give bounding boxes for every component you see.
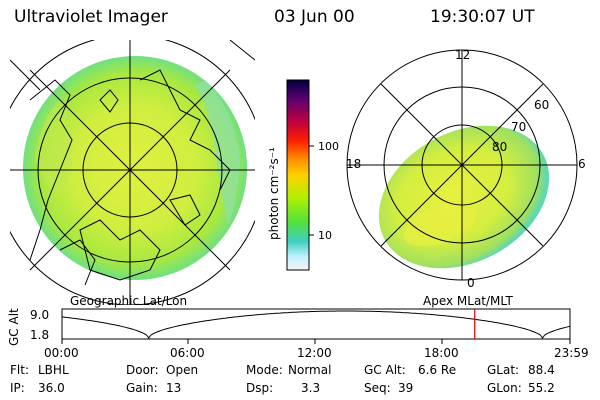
right-panel-caption: Apex MLat/MLT [423,294,513,308]
mlat-label-70: 70 [511,120,527,134]
mlt-label-12: 12 [455,48,471,62]
aurora-image-left [23,56,247,280]
gain-value: 13 [166,381,182,395]
door-key: Door: [126,363,159,377]
mlat-label-60: 60 [534,98,550,112]
mlt-label-6: 6 [578,157,586,171]
altitude-curve [61,310,571,339]
left-panel-caption: Geographic Lat/Lon [70,294,188,308]
altitude-plot [61,308,571,344]
instrument-title: Ultraviolet Imager [14,7,168,27]
geographic-map [10,40,255,305]
mlt-label-18: 18 [346,157,362,171]
date-label: 03 Jun 00 [274,7,355,27]
mlat-mlt-polar [346,49,578,281]
flt-key: Flt: [10,363,29,377]
colorbar-unit-label: photon cm⁻²s⁻¹ [267,147,281,240]
colorbar [286,79,310,271]
dsp-value: 3.3 [301,381,321,395]
glat-key: GLat: [487,363,520,377]
xtick-2359: 23:59 [554,346,589,360]
xtick-1200: 12:00 [297,346,332,360]
ip-key: IP: [10,381,25,395]
mode-value: Normal [288,363,332,377]
door-value: Open [166,363,199,377]
mlt-label-0: 0 [467,276,475,290]
altitude-plot-frame [61,308,571,340]
mode-key: Mode: [246,363,283,377]
altitude-ymin: 1.8 [30,328,50,342]
flt-value: LBHL [38,363,69,377]
altitude-ymax: 9.0 [30,308,50,322]
glat-value: 88.4 [528,363,555,377]
aurora-edge-left [195,80,240,225]
gcalt-value: 6.6 Re [418,363,457,377]
glon-key: GLon: [487,381,522,395]
xtick-0600: 06:00 [170,346,205,360]
seq-key: Seq: [364,381,391,395]
seq-value: 39 [398,381,414,395]
time-label: 19:30:07 UT [430,7,535,27]
coastline [29,79,73,261]
mlat-label-80: 80 [492,140,508,154]
colorbar-label-100: 100 [318,140,339,153]
gain-key: Gain: [126,381,158,395]
xtick-1800: 18:00 [424,346,459,360]
ip-value: 36.0 [38,381,65,395]
glon-value: 55.2 [528,381,555,395]
colorbar-label-10: 10 [318,229,332,242]
xtick-0000: 00:00 [44,346,79,360]
altitude-ylabel: GC Alt [7,308,21,346]
dsp-key: Dsp: [246,381,274,395]
gcalt-key: GC Alt: [364,363,406,377]
aurora-oval-right [378,125,550,269]
